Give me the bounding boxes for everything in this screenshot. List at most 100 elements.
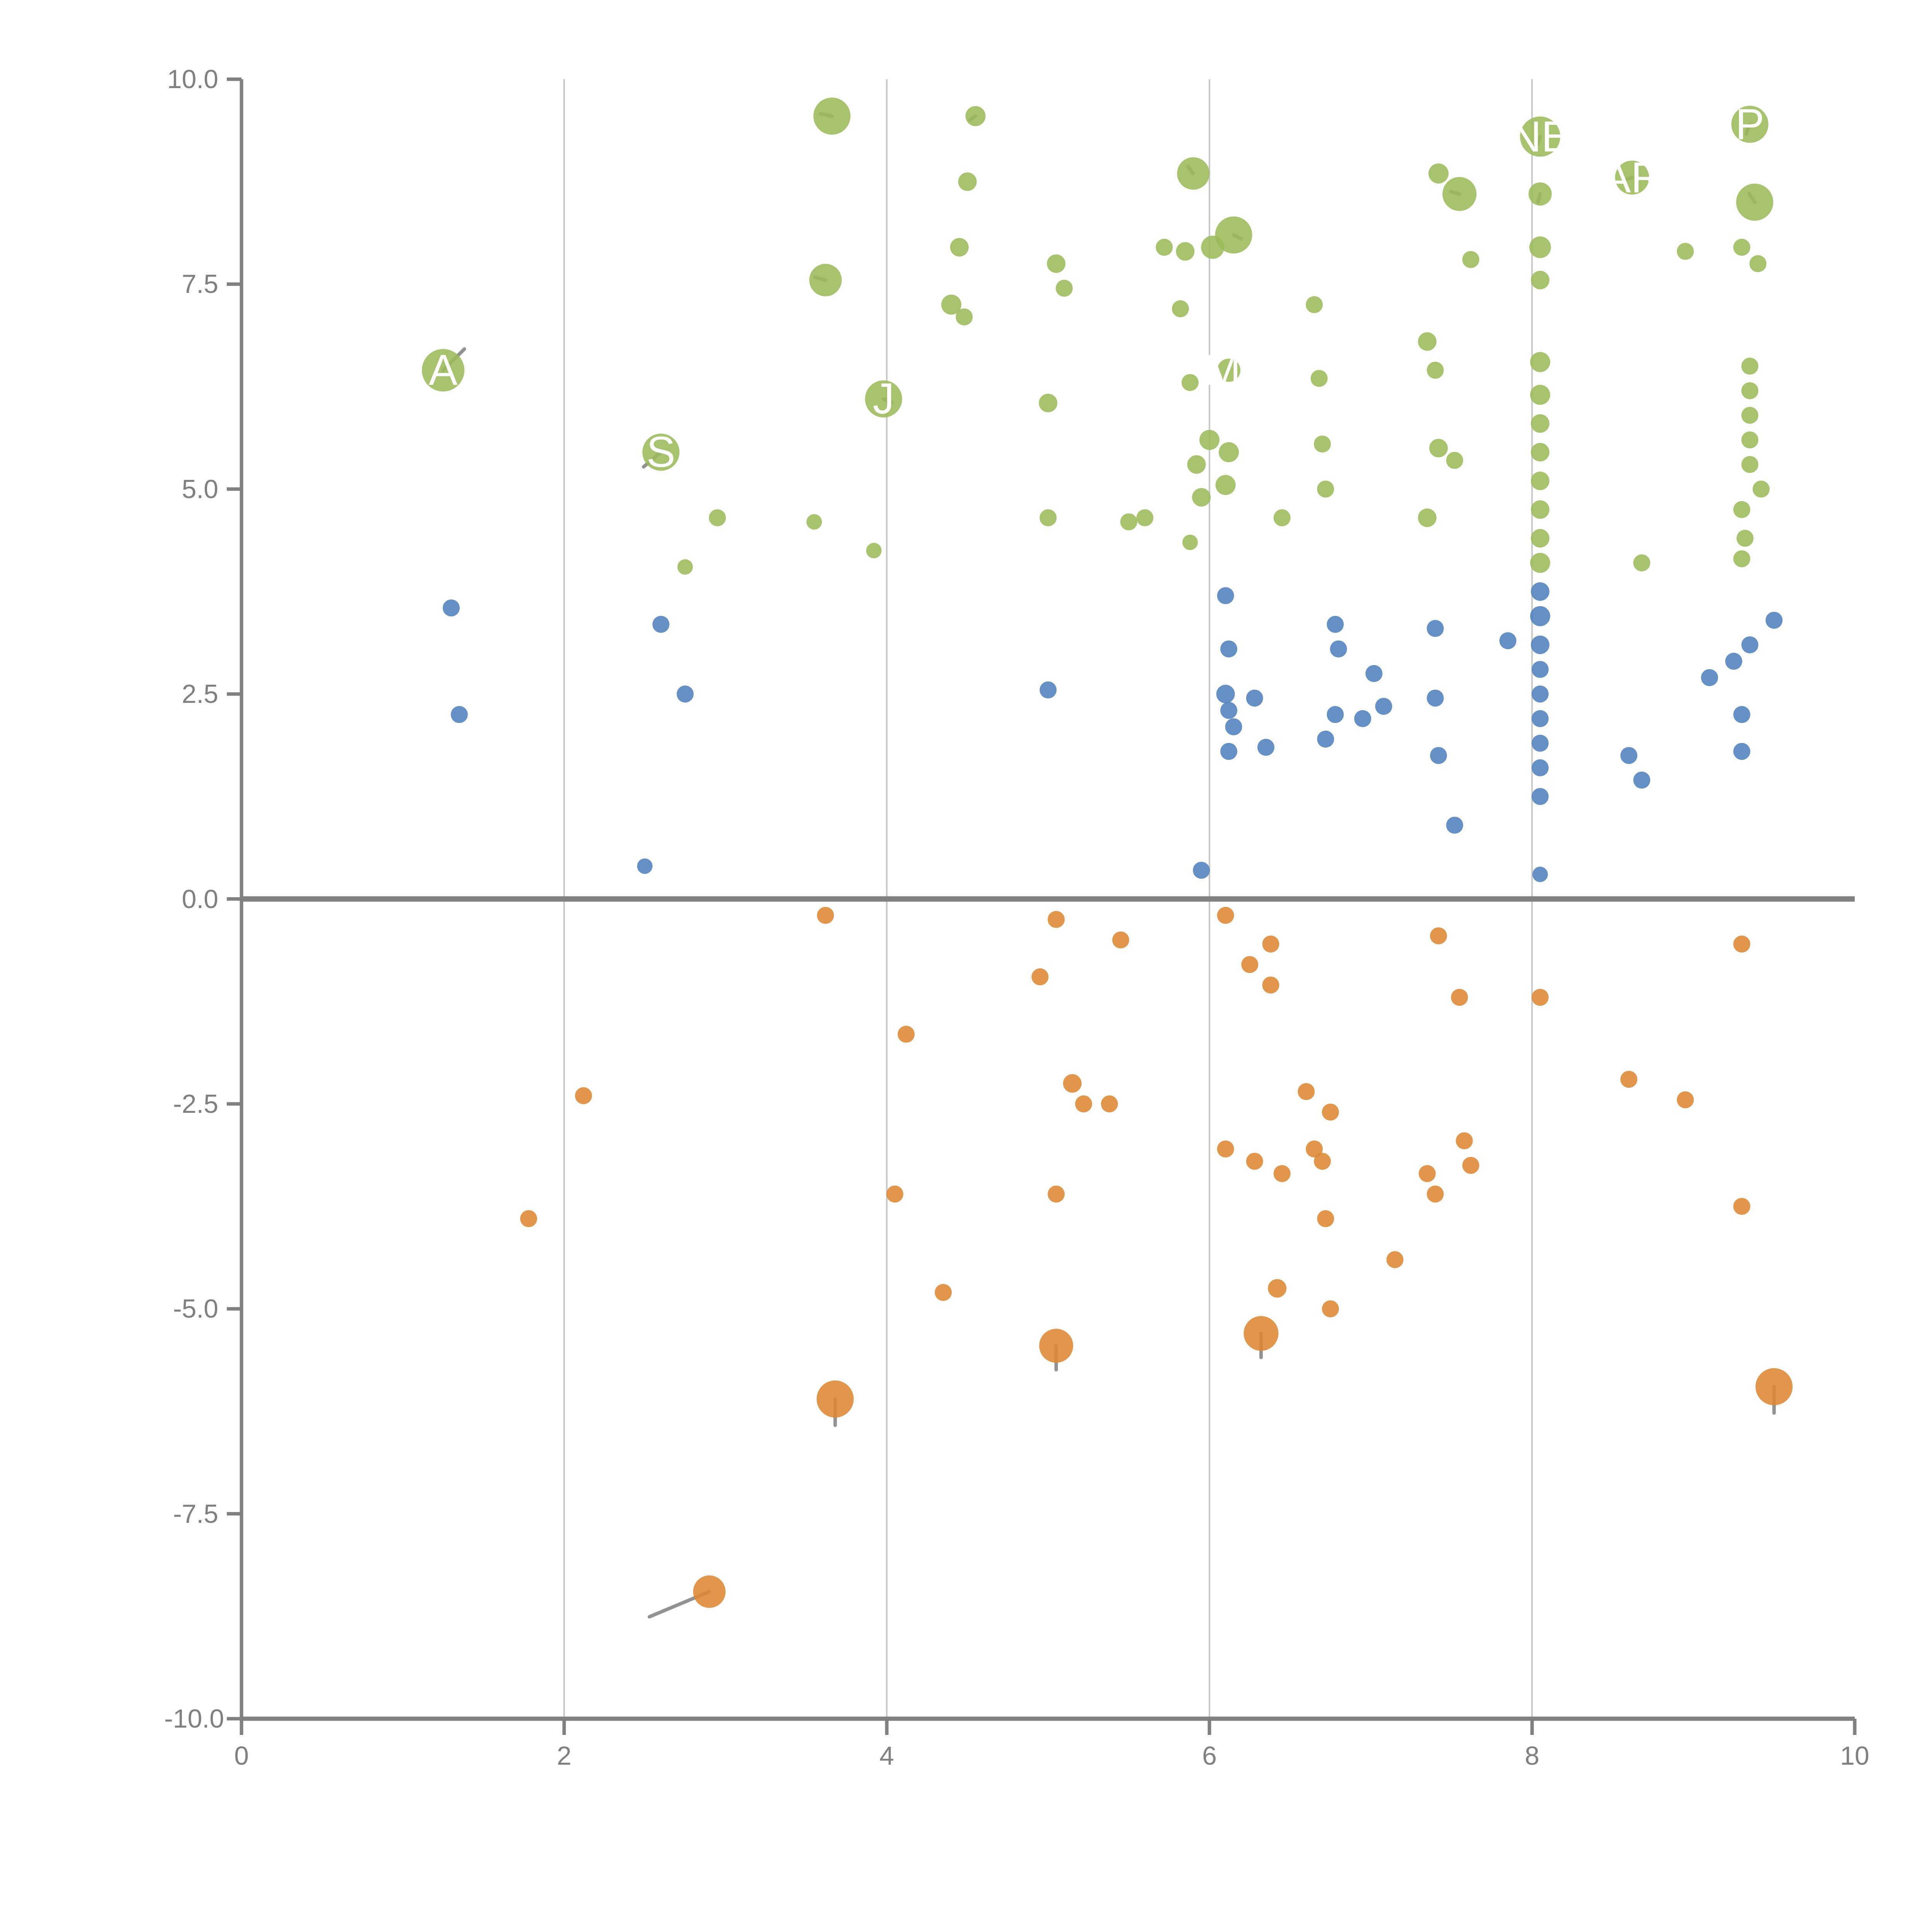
data-point-green[interactable] xyxy=(1120,513,1138,531)
data-point-blue[interactable] xyxy=(1427,620,1444,637)
data-point-orange[interactable] xyxy=(1462,1156,1480,1174)
data-point-blue[interactable] xyxy=(1620,747,1638,764)
data-point-blue[interactable] xyxy=(1365,665,1383,682)
data-point-blue[interactable] xyxy=(1531,635,1549,654)
data-point-blue[interactable] xyxy=(1257,739,1275,756)
data-point-green[interactable] xyxy=(1217,359,1241,382)
data-point-green[interactable] xyxy=(1187,455,1206,474)
data-point-orange[interactable] xyxy=(1262,935,1279,953)
data-point-orange[interactable] xyxy=(1217,906,1234,924)
data-point-blue[interactable] xyxy=(1427,689,1444,707)
data-point-green[interactable] xyxy=(1530,352,1550,372)
data-points-group[interactable] xyxy=(422,97,1793,1608)
data-point-blue[interactable] xyxy=(1246,689,1263,707)
data-point-green[interactable] xyxy=(1528,182,1552,206)
data-point-blue[interactable] xyxy=(1725,653,1742,670)
data-point-green[interactable] xyxy=(1306,296,1323,313)
data-point-orange[interactable] xyxy=(1430,927,1447,944)
data-point-green[interactable] xyxy=(1215,216,1252,254)
data-point-green[interactable] xyxy=(1215,475,1236,495)
data-point-blue[interactable] xyxy=(1327,616,1344,633)
data-point-green[interactable] xyxy=(1039,509,1057,527)
data-point-orange[interactable] xyxy=(1246,1153,1263,1170)
data-point-orange[interactable] xyxy=(1241,956,1259,973)
data-point-blue[interactable] xyxy=(1039,681,1057,699)
data-point-green[interactable] xyxy=(813,97,851,135)
data-point-blue[interactable] xyxy=(1220,702,1238,719)
data-point-orange[interactable] xyxy=(1306,1140,1323,1158)
data-point-green[interactable] xyxy=(1736,530,1754,547)
data-point-green[interactable] xyxy=(1677,243,1694,260)
data-point-green[interactable] xyxy=(941,294,961,315)
data-point-blue[interactable] xyxy=(451,706,468,723)
data-point-green[interactable] xyxy=(958,172,977,191)
data-point-green[interactable] xyxy=(1056,279,1073,297)
data-point-orange[interactable] xyxy=(1031,968,1049,986)
data-point-orange[interactable] xyxy=(693,1575,726,1608)
data-point-green[interactable] xyxy=(1531,471,1549,490)
data-point-orange[interactable] xyxy=(1101,1095,1118,1112)
data-point-orange[interactable] xyxy=(1075,1095,1092,1112)
data-point-green[interactable] xyxy=(1633,554,1650,571)
data-point-green[interactable] xyxy=(1446,452,1463,469)
data-point-blue[interactable] xyxy=(1531,685,1549,703)
data-point-green[interactable] xyxy=(1317,480,1334,498)
data-point-green[interactable] xyxy=(1752,480,1770,498)
data-point-green[interactable] xyxy=(1428,163,1449,184)
data-point-green[interactable] xyxy=(865,380,902,418)
data-point-green[interactable] xyxy=(642,434,680,471)
data-point-blue[interactable] xyxy=(1733,706,1750,723)
data-point-green[interactable] xyxy=(1181,374,1199,391)
data-point-orange[interactable] xyxy=(935,1284,952,1301)
data-point-orange[interactable] xyxy=(1217,1140,1234,1158)
data-point-blue[interactable] xyxy=(1531,661,1549,678)
data-point-orange[interactable] xyxy=(1039,1328,1073,1363)
data-point-blue[interactable] xyxy=(1327,706,1344,723)
data-point-green[interactable] xyxy=(1736,184,1774,221)
data-point-green[interactable] xyxy=(1749,255,1767,272)
data-point-green[interactable] xyxy=(1172,300,1189,318)
data-point-green[interactable] xyxy=(1427,362,1444,379)
data-point-green[interactable] xyxy=(1741,456,1759,473)
data-point-green[interactable] xyxy=(1531,414,1549,433)
data-point-green[interactable] xyxy=(1429,439,1448,457)
data-point-orange[interactable] xyxy=(1733,1198,1750,1215)
data-point-green[interactable] xyxy=(1531,529,1549,548)
data-point-green[interactable] xyxy=(1199,430,1219,450)
data-point-green[interactable] xyxy=(709,509,726,527)
data-point-green[interactable] xyxy=(1314,435,1331,453)
data-point-orange[interactable] xyxy=(1317,1210,1334,1227)
data-point-blue[interactable] xyxy=(1216,685,1235,704)
data-point-blue[interactable] xyxy=(1193,862,1210,879)
data-point-green[interactable] xyxy=(1530,553,1550,573)
data-point-green[interactable] xyxy=(1531,270,1549,289)
data-point-green[interactable] xyxy=(1047,254,1066,273)
data-point-green[interactable] xyxy=(1418,332,1437,351)
data-point-blue[interactable] xyxy=(1375,697,1392,715)
data-point-green[interactable] xyxy=(1741,357,1759,375)
data-point-orange[interactable] xyxy=(1733,935,1750,953)
data-point-green[interactable] xyxy=(1418,509,1437,527)
data-point-green[interactable] xyxy=(1731,105,1769,143)
data-point-orange[interactable] xyxy=(1314,1153,1331,1170)
data-point-orange[interactable] xyxy=(575,1087,592,1104)
data-point-green[interactable] xyxy=(1192,488,1211,507)
data-point-green[interactable] xyxy=(1531,500,1549,519)
data-point-green[interactable] xyxy=(1176,242,1195,261)
data-point-orange[interactable] xyxy=(1273,1165,1291,1182)
data-point-orange[interactable] xyxy=(1048,1185,1065,1203)
data-point-blue[interactable] xyxy=(1531,710,1549,727)
data-point-blue[interactable] xyxy=(1499,632,1517,650)
data-point-orange[interactable] xyxy=(1322,1104,1339,1121)
data-point-green[interactable] xyxy=(1310,370,1328,387)
data-point-green[interactable] xyxy=(1529,236,1551,258)
data-point-blue[interactable] xyxy=(1531,582,1549,601)
data-point-blue[interactable] xyxy=(1765,612,1783,629)
data-point-orange[interactable] xyxy=(1262,976,1279,994)
data-point-orange[interactable] xyxy=(520,1210,537,1227)
data-point-blue[interactable] xyxy=(1531,788,1549,805)
data-point-blue[interactable] xyxy=(1225,718,1242,735)
data-point-green[interactable] xyxy=(1520,116,1560,157)
data-point-blue[interactable] xyxy=(1354,710,1371,727)
data-point-blue[interactable] xyxy=(1531,735,1549,752)
